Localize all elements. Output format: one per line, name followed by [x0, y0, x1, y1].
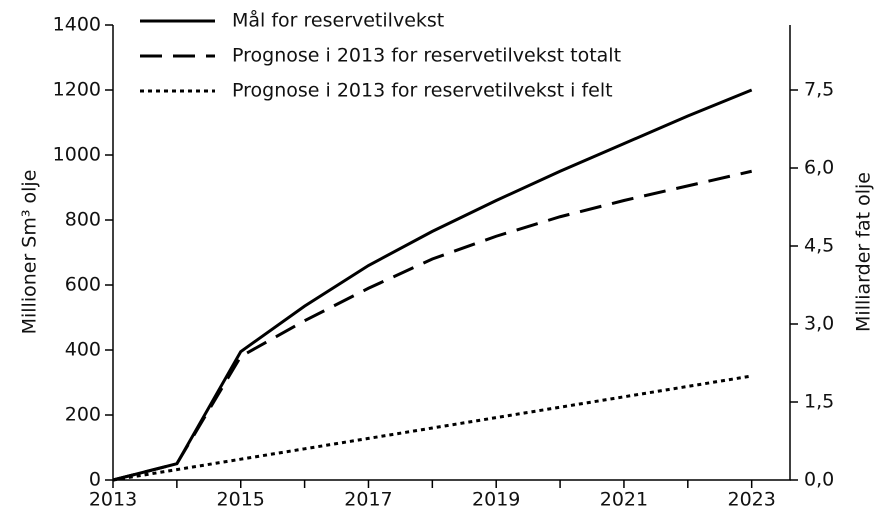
- y-tick-label: 1400: [53, 14, 101, 36]
- legend-label: Prognose i 2013 for reservetilvekst i fe…: [232, 80, 613, 102]
- y2-tick-label: 1,5: [804, 391, 834, 413]
- y2-axis-label: Milliarder fat olje: [853, 172, 875, 332]
- y-tick-label: 800: [65, 209, 101, 231]
- data-line: [112, 374, 752, 482]
- legend-label: Prognose i 2013 for reservetilvekst tota…: [232, 45, 621, 67]
- y-tick-label: 400: [65, 339, 101, 361]
- y-tick-label: 0: [89, 469, 101, 491]
- legend-label: Mål for reservetilvekst: [232, 9, 444, 32]
- axis-frame: [112, 25, 791, 481]
- y2-tick-label: 4,5: [804, 235, 834, 257]
- y-tick-label: 1000: [53, 144, 101, 166]
- y-tick-label: 200: [65, 404, 101, 426]
- y2-tick-label: 0,0: [804, 469, 834, 491]
- x-tick-label: 2015: [217, 489, 265, 511]
- y-tick-label: 1200: [53, 79, 101, 101]
- y-tick-label: 600: [65, 274, 101, 296]
- data-line: [112, 88, 753, 482]
- x-tick-label: 2017: [344, 489, 392, 511]
- data-line: [112, 169, 753, 482]
- x-tick-label: 2019: [472, 489, 520, 511]
- x-tick-label: 2021: [600, 489, 648, 511]
- y2-tick-label: 7,5: [804, 79, 834, 101]
- y2-tick-label: 3,0: [804, 313, 834, 335]
- y-axis-label: Millioner Sm³ olje: [19, 170, 41, 335]
- x-tick-label: 2013: [89, 489, 137, 511]
- x-tick-label: 2023: [727, 489, 775, 511]
- y2-tick-label: 6,0: [804, 157, 834, 179]
